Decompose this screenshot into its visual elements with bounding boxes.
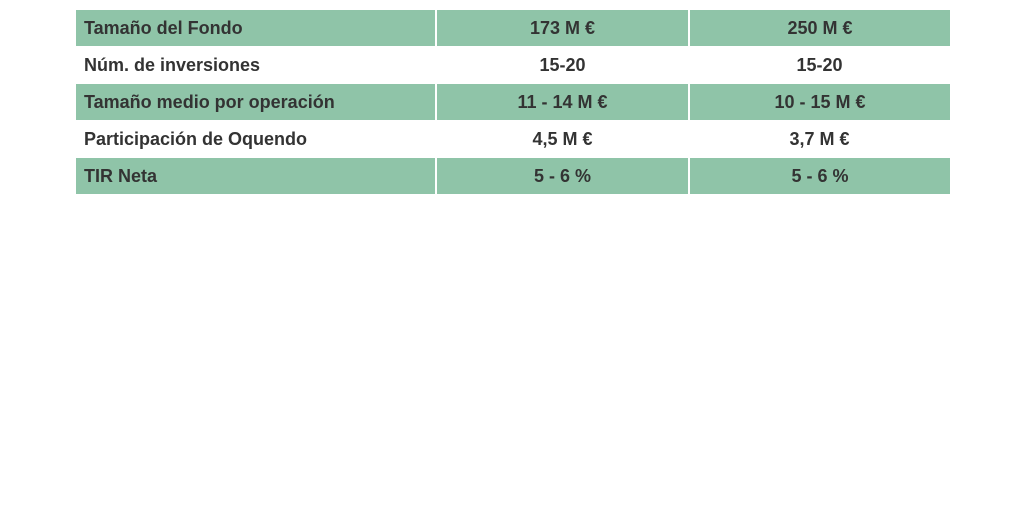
table-row-net-irr: TIR Neta 5 - 6 % 5 - 6 %: [76, 157, 950, 194]
table-row-avg-deal-size: Tamaño medio por operación 11 - 14 M € 1…: [76, 83, 950, 121]
row-label: Participación de Oquendo: [76, 120, 436, 158]
row-value-fund-2: 250 M €: [688, 10, 950, 47]
row-value-fund-1: 4,5 M €: [436, 120, 689, 158]
row-label: Núm. de inversiones: [76, 46, 436, 84]
row-value-fund-1: 15-20: [436, 46, 689, 84]
row-value-fund-2: 15-20: [689, 46, 950, 84]
row-value-fund-2: 10 - 15 M €: [688, 83, 950, 121]
row-value-fund-1: 173 M €: [435, 10, 689, 47]
row-label: TIR Neta: [76, 157, 436, 194]
row-label: Tamaño medio por operación: [76, 83, 436, 121]
fund-comparison-table: Tamaño del Fondo 173 M € 250 M € Núm. de…: [76, 10, 950, 194]
row-value-fund-2: 3,7 M €: [689, 120, 950, 158]
row-value-fund-1: 5 - 6 %: [435, 157, 689, 194]
table-row-investments: Núm. de inversiones 15-20 15-20: [76, 46, 950, 84]
row-value-fund-1: 11 - 14 M €: [435, 83, 689, 121]
row-value-fund-2: 5 - 6 %: [688, 157, 950, 194]
table-row-fund-size: Tamaño del Fondo 173 M € 250 M €: [76, 10, 950, 47]
row-label: Tamaño del Fondo: [76, 10, 436, 47]
table-row-oquendo-share: Participación de Oquendo 4,5 M € 3,7 M €: [76, 120, 950, 158]
